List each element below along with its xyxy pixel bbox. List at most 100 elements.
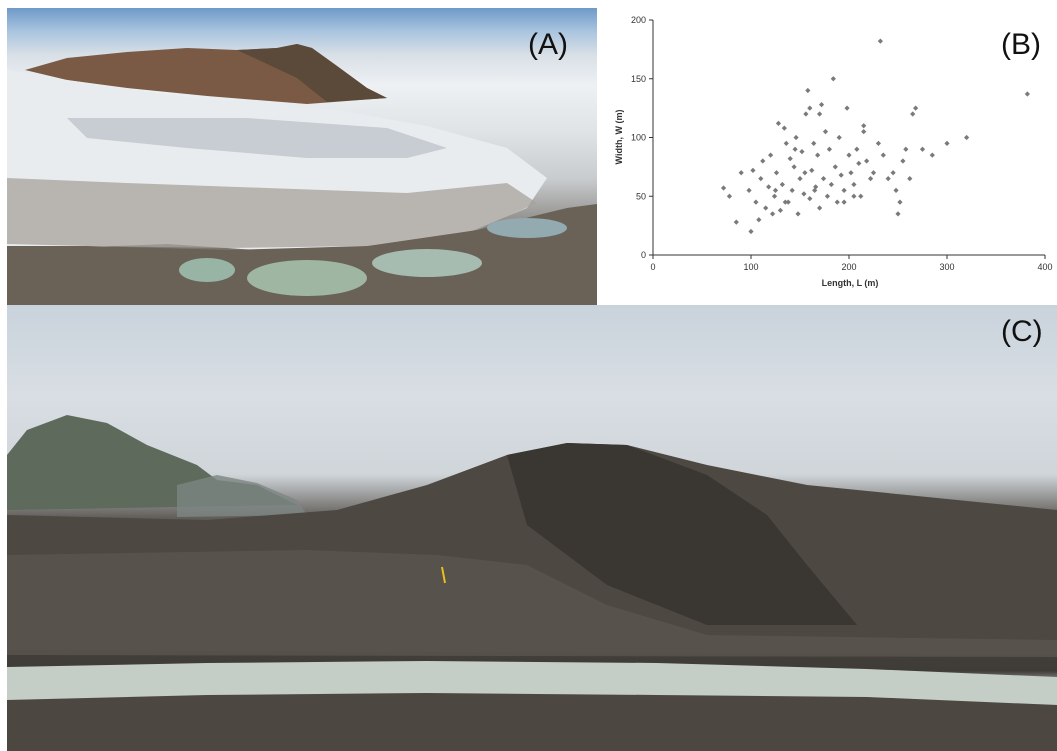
scatter-chart: 0 100 200 300 400 0 50 100 150 200 Length, L (m) … [600,0,1057,300]
data-point [841,199,847,205]
scale-marker [441,566,446,584]
data-point [818,102,825,108]
data-point [758,176,764,182]
data-point [773,170,780,176]
data-point [791,164,797,170]
data-point [771,193,778,199]
data-point [799,149,805,155]
data-point [753,199,759,205]
x-tick-label: 0 [650,262,655,272]
data-point [1024,91,1030,97]
data-point [826,146,832,152]
data-point [848,170,854,176]
panel-label-c: (C) [1001,315,1043,348]
data-point [832,164,838,170]
data-point [812,187,818,193]
lake-2 [372,249,482,277]
data-point [864,158,870,164]
data-point [768,152,774,158]
foreground-gravel [7,693,1057,751]
data-point [834,199,840,205]
river [7,661,1057,705]
moraine-base [7,550,1057,657]
data-point [763,205,769,211]
y-tick-label: 150 [631,74,646,84]
moraine-river-illustration [7,415,1057,751]
data-point [777,207,783,213]
lake-3 [179,258,235,282]
panel-label-a: (A) [528,28,568,61]
glacier-shadow [67,118,447,158]
data-point [802,170,808,176]
data-point [870,170,877,176]
data-point [805,87,811,94]
data-point [803,111,809,117]
data-point [817,111,823,117]
data-point [782,199,788,205]
data-point [820,176,827,182]
data-point [913,105,919,111]
data-point [801,191,807,197]
data-point [903,146,909,152]
data-point [856,160,862,166]
data-point [895,211,901,217]
data-point [789,187,795,193]
y-tick-label: 200 [631,15,646,25]
x-tick-label: 300 [939,262,954,272]
data-point [893,187,899,193]
data-point [875,140,881,146]
data-point [792,146,798,152]
data-point [851,193,857,199]
y-tick-label: 50 [636,191,646,201]
lake-1 [247,260,367,296]
data-point [841,187,847,193]
lake-8 [487,218,567,238]
data-point [828,181,834,188]
x-tick-label: 100 [743,262,758,272]
data-point [766,184,772,190]
data-point [769,211,776,217]
data-point [861,129,867,135]
data-point [885,176,891,182]
y-axis-label: Width, W (m) [614,110,624,165]
data-point [861,123,867,129]
data-point [787,156,793,162]
data-point [817,205,823,211]
data-point [910,111,916,117]
data-point [919,146,926,152]
data-point [838,172,844,178]
data-point [890,170,896,176]
chart-axes: 0 100 200 300 400 0 50 100 150 200 [631,15,1053,272]
data-point [815,152,821,158]
data-point [907,176,913,182]
data-point [807,196,813,202]
data-point [748,228,754,235]
data-point [772,187,779,193]
data-point [854,146,860,152]
data-point [964,134,970,141]
data-point [822,129,829,135]
data-point [750,167,756,173]
data-point [811,140,817,146]
mountain-shadow [237,44,387,102]
photo-moraine-river [7,305,1057,751]
data-point [897,199,903,205]
data-point [785,199,791,205]
crevasse-zone [7,178,537,248]
data-point [720,185,727,191]
data-point [781,125,787,131]
data-point [797,176,803,182]
data-point [775,120,782,126]
data-point [900,158,906,164]
x-tick-label: 200 [841,262,856,272]
data-point [733,219,739,225]
data-point [795,211,801,217]
moraine-face-shadow [507,443,857,625]
data-point [760,158,766,164]
data-point [756,217,762,223]
distant-mountain-haze [177,475,307,517]
data-point [877,38,883,44]
panel-label-b: (B) [1001,28,1041,61]
data-point [836,134,842,141]
data-point [746,187,752,193]
